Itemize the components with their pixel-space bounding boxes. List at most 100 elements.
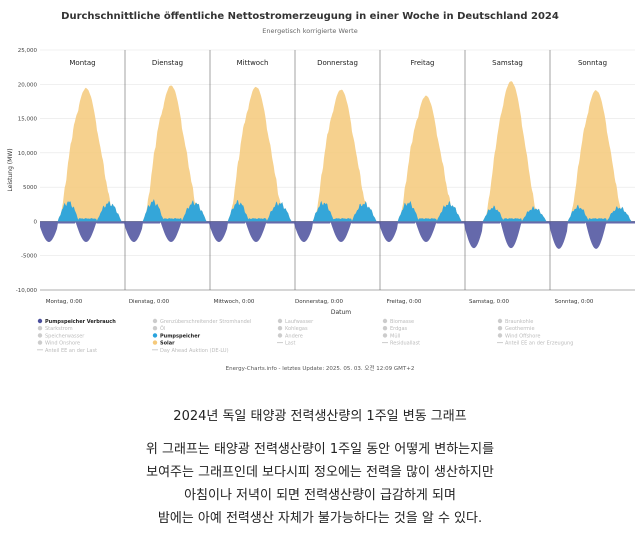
credit-text: Energy-Charts.info - letztes Update: 202… bbox=[226, 364, 415, 372]
x-tick-label: Sonntag, 0:00 bbox=[555, 299, 594, 305]
legend-label: Erdgas bbox=[390, 326, 408, 332]
x-tick-label: Freitag, 0:00 bbox=[387, 299, 422, 305]
series-pumpspeicher bbox=[40, 199, 635, 222]
legend-dot-icon bbox=[277, 333, 283, 338]
legend-item[interactable]: Residuallast bbox=[382, 341, 420, 347]
legend-dot-icon bbox=[37, 326, 43, 331]
legend-item[interactable]: Wind Onshore bbox=[37, 340, 80, 347]
caption-title: 2024년 독일 태양광 전력생산량의 1주일 변동 그래프 bbox=[173, 409, 467, 424]
legend-label: Öl bbox=[160, 325, 165, 332]
legend-dot-icon bbox=[497, 318, 503, 324]
legend-label: Pumpspeicher bbox=[160, 333, 201, 339]
x-tick-label: Donnerstag, 0:00 bbox=[295, 299, 343, 305]
legend-item[interactable]: Müll bbox=[382, 333, 400, 339]
y-tick-label: 0 bbox=[34, 219, 38, 225]
legend-label: Wind Onshore bbox=[45, 341, 80, 347]
series-solar bbox=[40, 81, 635, 222]
legend-dot-icon bbox=[382, 318, 388, 324]
x-tick-label: Montag, 0:00 bbox=[46, 299, 83, 305]
y-axis-label: Leistung (MW) bbox=[7, 148, 14, 191]
legend-label: Andere bbox=[285, 333, 303, 339]
legend-label: Laufwasser bbox=[285, 319, 314, 325]
legend-label: Müll bbox=[390, 333, 400, 339]
chart-title: Durchschnittliche öffentliche Nettostrom… bbox=[61, 11, 559, 22]
day-label: Mittwoch bbox=[237, 59, 269, 67]
legend-item[interactable]: Laufwasser bbox=[277, 318, 314, 325]
legend-item[interactable]: Pumpspeicher bbox=[152, 333, 201, 339]
y-tick-label: 25,000 bbox=[18, 48, 38, 54]
legend-item[interactable]: Öl bbox=[152, 325, 166, 332]
korean-caption: 2024년 독일 태양광 전력생산량의 1주일 변동 그래프 위 그래프는 태양… bbox=[0, 405, 640, 530]
legend-dot-icon bbox=[277, 318, 283, 324]
legend-label: Anteil EE an der Erzeugung bbox=[505, 341, 573, 347]
legend-label: Geothermie bbox=[505, 326, 535, 332]
legend-item[interactable]: Speicherwasser bbox=[37, 333, 86, 339]
legend-dot-icon bbox=[152, 318, 158, 324]
legend-item[interactable]: Kohlegas bbox=[277, 326, 308, 332]
legend-label: Kohlegas bbox=[285, 326, 308, 332]
y-tick-label: 20,000 bbox=[18, 82, 38, 88]
x-tick-label: Mittwoch, 0:00 bbox=[214, 299, 255, 305]
plot-areas bbox=[40, 81, 635, 249]
y-tick-label: -10,000 bbox=[16, 288, 38, 294]
legend-label: Grenzüberschreitender Stromhandel bbox=[160, 319, 251, 325]
legend-dot-icon bbox=[152, 340, 158, 345]
day-label: Donnerstag bbox=[317, 59, 358, 67]
caption-line-3: 아침이나 저녁이 되면 전력생산량이 급감하게 되며 bbox=[184, 488, 456, 503]
legend-item[interactable]: Wind Offshore bbox=[497, 333, 541, 339]
legend-label: Speicherwasser bbox=[45, 333, 85, 339]
legend-dot-icon bbox=[382, 333, 388, 338]
legend-dot-icon bbox=[37, 340, 43, 345]
legend-label: Starkstrom bbox=[45, 326, 73, 332]
legend-label: Day Ahead Auktion (DE-LU) bbox=[160, 348, 229, 354]
legend[interactable]: Pumpspeicher VerbrauchStarkstromSpeicher… bbox=[37, 318, 573, 354]
legend-item[interactable]: Braunkohle bbox=[497, 318, 534, 325]
caption-line-2: 보여주는 그래프인데 보다시피 정오에는 전력을 많이 생산하지만 bbox=[146, 465, 494, 480]
legend-label: Wind Offshore bbox=[505, 333, 540, 339]
legend-dot-icon bbox=[37, 333, 43, 338]
caption-line-1: 위 그래프는 태양광 전력생산량이 1주일 동안 어떻게 변하는지를 bbox=[145, 442, 495, 457]
legend-label: Braunkohle bbox=[505, 319, 533, 325]
legend-label: Last bbox=[285, 341, 295, 347]
y-tick-label: 10,000 bbox=[18, 151, 38, 157]
y-tick-label: 15,000 bbox=[18, 117, 38, 123]
legend-label: Biomasse bbox=[390, 319, 414, 325]
day-label: Dienstag bbox=[152, 59, 183, 67]
legend-dot-icon bbox=[152, 326, 158, 331]
legend-item[interactable]: Anteil EE an der Erzeugung bbox=[497, 341, 573, 347]
legend-item[interactable]: Starkstrom bbox=[37, 326, 73, 332]
series-pumpspeicher-verbrauch bbox=[40, 221, 635, 249]
legend-label: Residuallast bbox=[390, 341, 420, 347]
legend-dot-icon bbox=[382, 326, 388, 331]
legend-item[interactable]: Grenzüberschreitender Stromhandel bbox=[152, 318, 251, 325]
day-label: Samstag bbox=[492, 59, 523, 67]
legend-item[interactable]: Solar bbox=[152, 340, 175, 347]
legend-item[interactable]: Biomasse bbox=[382, 318, 414, 325]
y-tick-label: -5000 bbox=[21, 254, 37, 260]
legend-item[interactable]: Geothermie bbox=[497, 326, 535, 332]
legend-label: Anteil EE an der Last bbox=[45, 348, 97, 354]
legend-item[interactable]: Pumpspeicher Verbrauch bbox=[37, 318, 116, 325]
legend-dot-icon bbox=[497, 326, 503, 331]
legend-item[interactable]: Anteil EE an der Last bbox=[37, 348, 97, 354]
legend-dot-icon bbox=[277, 326, 283, 331]
legend-label: Pumpspeicher Verbrauch bbox=[45, 319, 116, 325]
axes: -10,000 -5000 0 5000 10,000 15,000 20,000 25,00… bbox=[16, 48, 635, 305]
legend-dot-icon bbox=[37, 318, 43, 324]
legend-label: Solar bbox=[160, 341, 175, 347]
legend-item[interactable]: Day Ahead Auktion (DE-LU) bbox=[152, 348, 229, 354]
day-label: Freitag bbox=[411, 59, 435, 67]
legend-item[interactable]: Last bbox=[277, 341, 295, 347]
day-label: Sonntag bbox=[578, 59, 607, 67]
x-tick-label: Samstag, 0:00 bbox=[469, 299, 509, 305]
day-label: Montag bbox=[69, 59, 95, 67]
legend-item[interactable]: Andere bbox=[277, 333, 303, 339]
chart-svg: Durchschnittliche öffentliche Nettostrom… bbox=[7, 11, 635, 372]
chart-subtitle: Energetisch korrigierte Werte bbox=[262, 27, 357, 35]
legend-dot-icon bbox=[152, 333, 158, 338]
legend-item[interactable]: Erdgas bbox=[382, 326, 408, 332]
x-tick-label: Dienstag, 0:00 bbox=[129, 299, 170, 305]
x-axis-label: Datum bbox=[331, 309, 351, 316]
chart-container: Durchschnittliche öffentliche Nettostrom… bbox=[7, 11, 635, 372]
y-tick-label: 5000 bbox=[23, 185, 37, 191]
